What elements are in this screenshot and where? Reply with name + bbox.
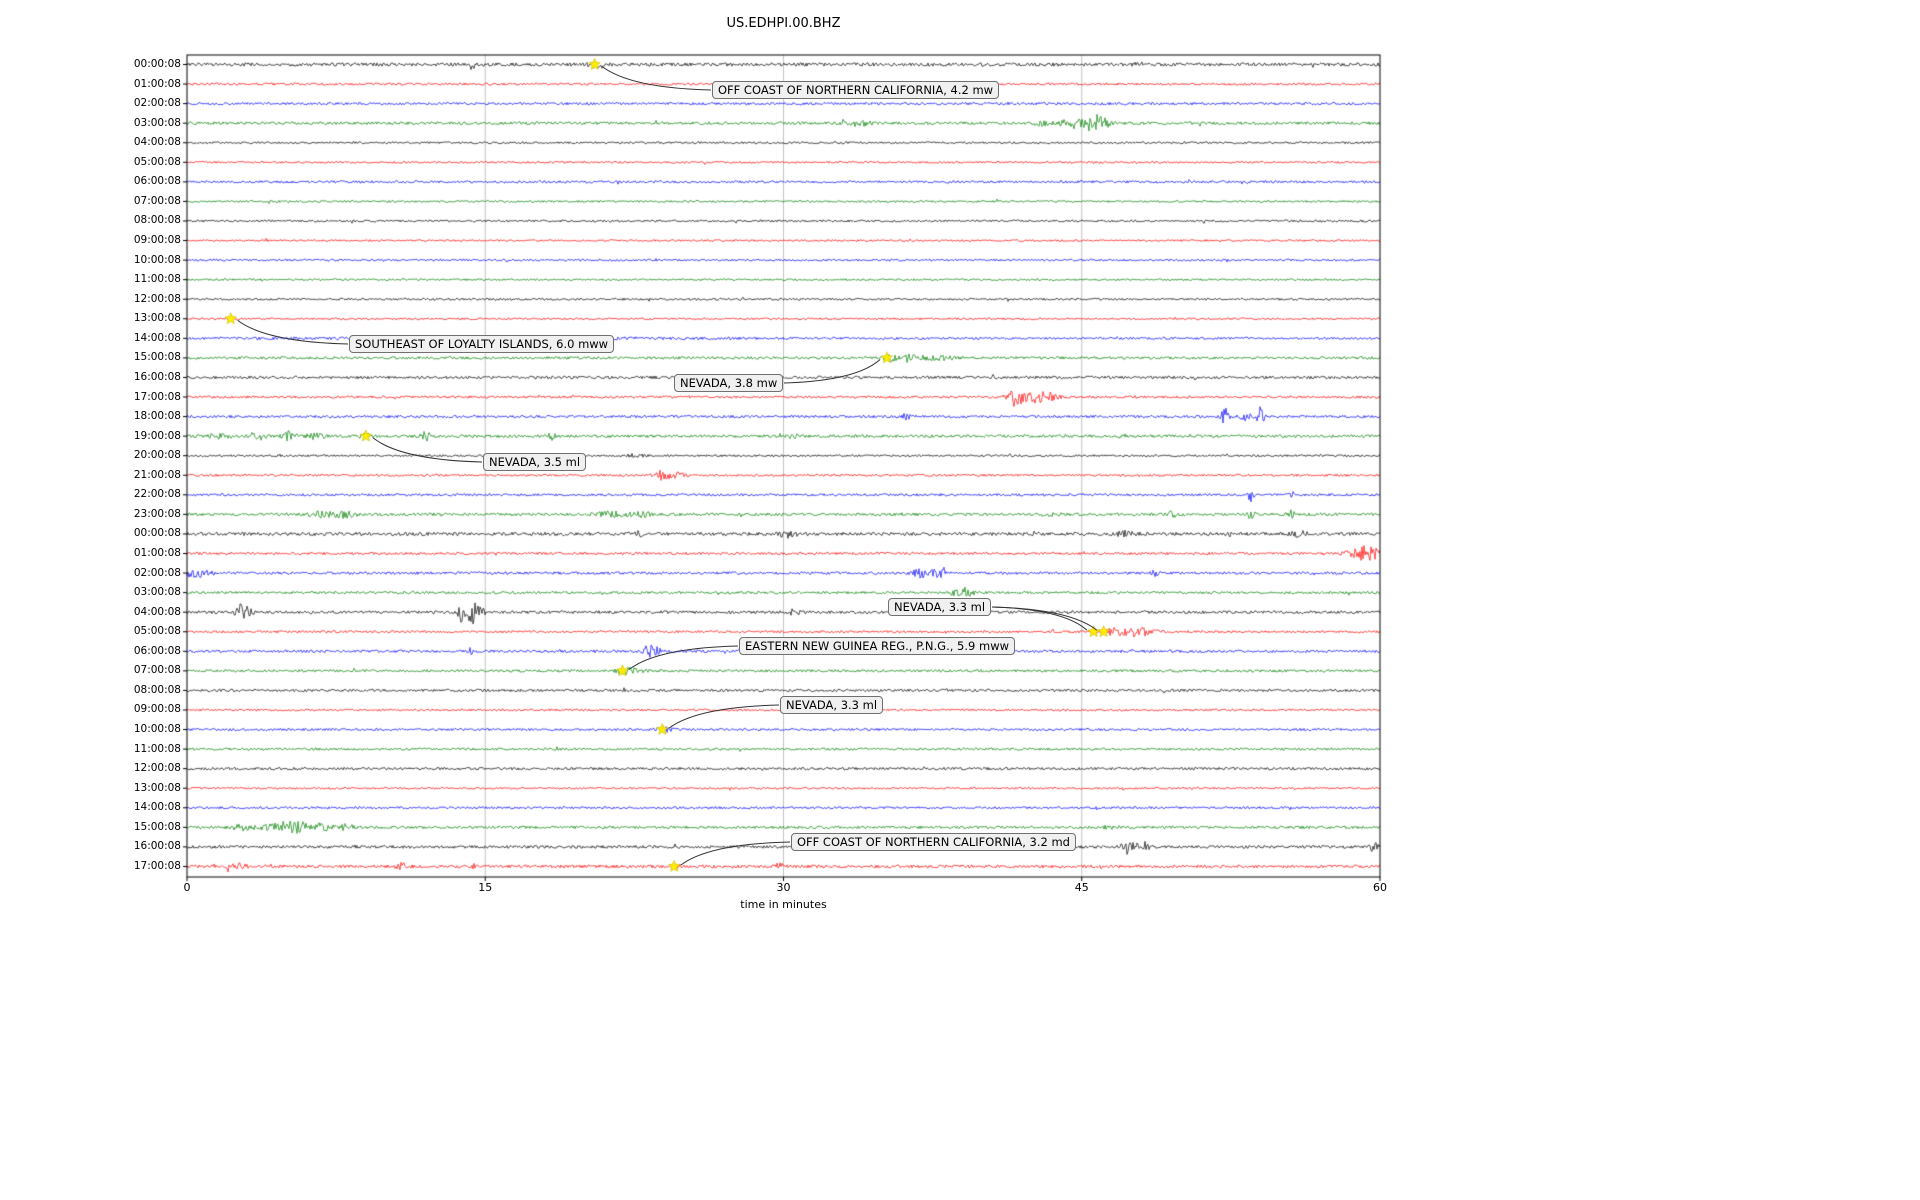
event-annotation: EASTERN NEW GUINEA REG., P.N.G., 5.9 mww: [739, 637, 1016, 655]
event-annotation: NEVADA, 3.3 ml: [780, 696, 884, 714]
y-axis-label: 04:00:08: [133, 605, 181, 618]
y-axis-label: 01:00:08: [133, 77, 181, 90]
y-axis-label: 04:00:08: [133, 136, 181, 149]
y-axis-label: 21:00:08: [133, 468, 181, 481]
x-tick-label: 30: [776, 881, 791, 894]
y-axis-label: 00:00:08: [133, 58, 181, 70]
y-axis-label: 10:00:08: [133, 253, 181, 266]
event-annotation: OFF COAST OF NORTHERN CALIFORNIA, 3.2 md: [791, 833, 1076, 851]
y-axis-label: 05:00:08: [133, 155, 181, 168]
event-annotation: OFF COAST OF NORTHERN CALIFORNIA, 4.2 mw: [712, 81, 1000, 99]
y-axis-label: 08:00:08: [133, 214, 181, 227]
y-axis-label: 14:00:08: [133, 331, 181, 344]
y-axis-label: 12:00:08: [133, 292, 181, 305]
y-axis-label: 02:00:08: [133, 566, 181, 579]
y-axis-label: 02:00:08: [133, 97, 181, 110]
chart-title: US.EDHPI.00.BHZ: [726, 16, 841, 31]
event-annotation: SOUTHEAST OF LOYALTY ISLANDS, 6.0 mww: [349, 335, 615, 353]
y-axis-label: 11:00:08: [133, 273, 181, 286]
y-axis-label: 06:00:08: [133, 175, 181, 188]
y-axis-label: 16:00:08: [133, 370, 181, 383]
event-annotation: NEVADA, 3.3 ml: [888, 598, 992, 616]
y-axis-label: 06:00:08: [133, 644, 181, 657]
y-axis-label: 19:00:08: [133, 429, 181, 442]
y-axis-label: 15:00:08: [133, 820, 181, 833]
y-axis-label: 08:00:08: [133, 683, 181, 696]
y-axis-label: 17:00:08: [133, 859, 181, 872]
y-axis-label: 15:00:08: [133, 351, 181, 364]
y-axis-label: 07:00:08: [133, 664, 181, 677]
y-axis-label: 10:00:08: [133, 723, 181, 736]
event-annotation: NEVADA, 3.8 mw: [674, 374, 784, 392]
y-axis-label: 22:00:08: [133, 488, 181, 501]
x-tick-label: 45: [1074, 881, 1089, 894]
y-axis-label: 14:00:08: [133, 801, 181, 814]
y-axis-label: 12:00:08: [133, 762, 181, 775]
y-axis-label: 17:00:08: [133, 390, 181, 403]
x-tick-label: 15: [478, 881, 493, 894]
y-axis-label: 20:00:08: [133, 449, 181, 462]
x-tick-label: 60: [1373, 881, 1387, 894]
y-axis-label: 09:00:08: [133, 234, 181, 247]
x-axis-label: time in minutes: [740, 898, 827, 911]
y-axis-label: 07:00:08: [133, 194, 181, 207]
y-axis-label: 16:00:08: [133, 840, 181, 853]
y-axis-label: 13:00:08: [133, 781, 181, 794]
y-axis-label: 18:00:08: [133, 410, 181, 423]
x-tick-label: 0: [183, 881, 191, 894]
y-axis-label: 05:00:08: [133, 625, 181, 638]
y-axis-label: 11:00:08: [133, 742, 181, 755]
y-axis-label: 23:00:08: [133, 507, 181, 520]
y-axis-label: 09:00:08: [133, 703, 181, 716]
y-axis-label: 00:00:08: [133, 527, 181, 540]
y-axis-label: 03:00:08: [133, 586, 181, 599]
event-annotation: NEVADA, 3.5 ml: [483, 453, 587, 471]
y-axis-label: 03:00:08: [133, 116, 181, 129]
y-axis-label: 13:00:08: [133, 312, 181, 325]
y-axis-label: 01:00:08: [133, 547, 181, 559]
